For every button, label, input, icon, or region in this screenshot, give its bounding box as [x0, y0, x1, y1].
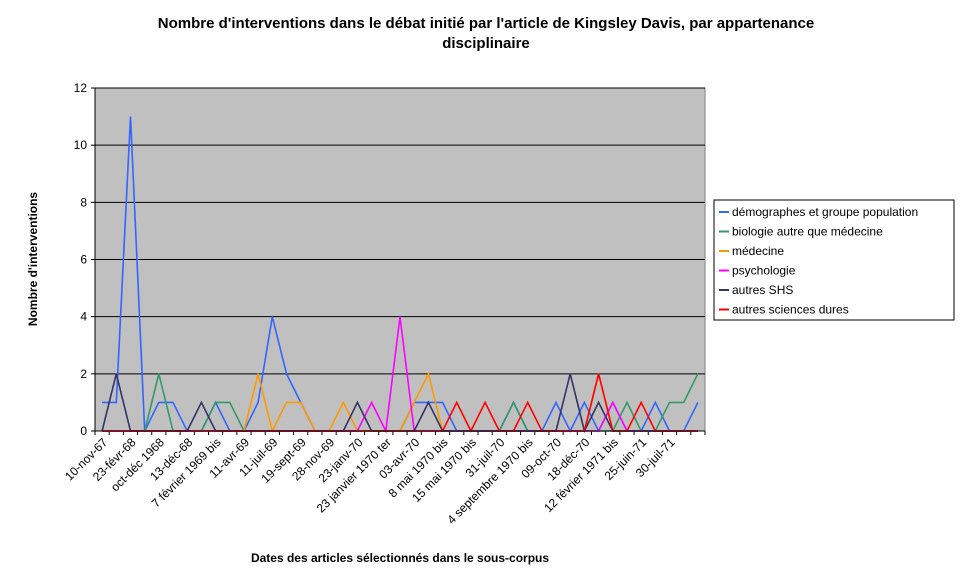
legend-box	[713, 199, 955, 321]
legend-entry: médecine	[732, 244, 784, 258]
y-axis-ticks: 0 2 4 6 8 10 12	[74, 81, 95, 438]
legend-entry: autres sciences dures	[732, 303, 849, 317]
chart-title-line-2: disciplinaire	[442, 35, 530, 52]
y-tick-label: 6	[80, 253, 87, 267]
y-axis-title: Nombre d'interventions	[26, 192, 40, 327]
y-tick-label: 0	[80, 424, 87, 438]
y-tick-label: 4	[80, 310, 87, 324]
legend-entry: autres SHS	[732, 283, 793, 297]
legend-entry: psychologie	[732, 264, 796, 278]
legend-entry: démographes et groupe population	[732, 205, 918, 219]
y-tick-label: 2	[80, 367, 87, 381]
legend-entry: biologie autre que médecine	[732, 225, 883, 239]
x-axis-title: Dates des articles sélectionnés dans le …	[251, 551, 549, 565]
grid-lines	[95, 87, 705, 375]
chart-title-line-1: Nombre d'interventions dans le débat ini…	[158, 15, 815, 32]
legend: démographes et groupe population biologie…	[713, 199, 955, 321]
y-tick-label: 8	[80, 195, 87, 209]
y-tick-label: 10	[74, 138, 88, 152]
y-tick-label: 12	[74, 81, 88, 95]
